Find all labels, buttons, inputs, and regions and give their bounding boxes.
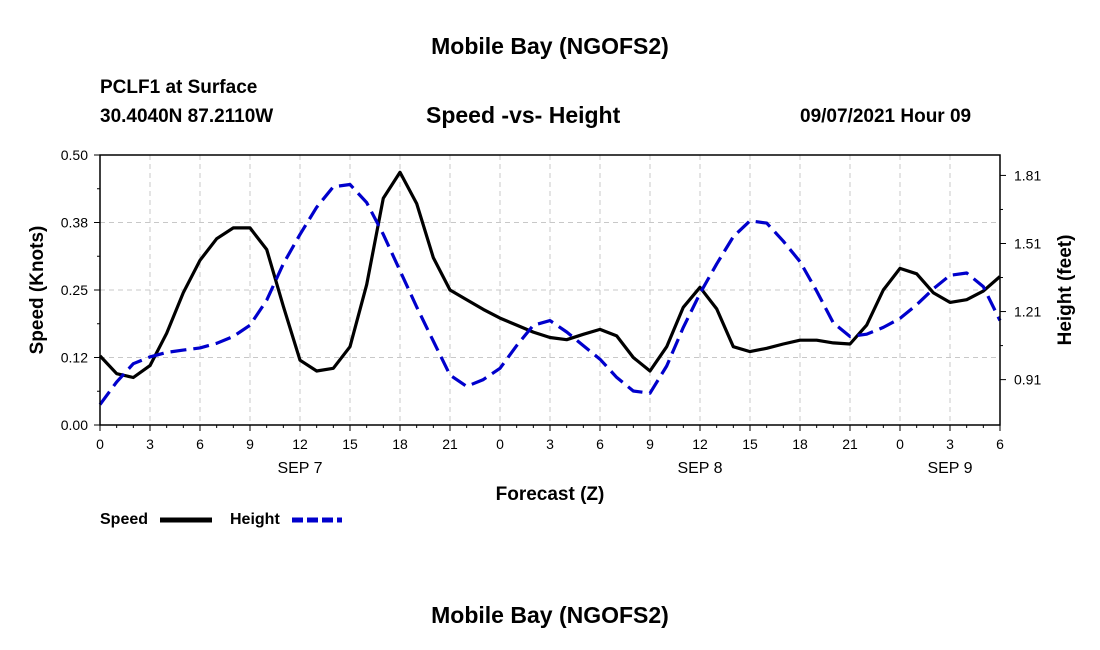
x-tick-label: 6 xyxy=(196,436,204,452)
chart-title: Mobile Bay (NGOFS2) xyxy=(431,33,669,59)
x-tick-label: 12 xyxy=(292,436,308,452)
grid-lines xyxy=(100,155,1000,425)
x-tick-label: 0 xyxy=(896,436,904,452)
x-tick-label: 0 xyxy=(496,436,504,452)
station-label: PCLF1 at Surface xyxy=(100,77,258,98)
tick-labels: 0 3 6 9 12 15 18 21 0 3 6 9 12 15 18 21 0 3 6 SEP 7 SEP 8 SEP… xyxy=(61,147,1042,477)
series-lines xyxy=(98,170,1002,406)
x-tick-label: 21 xyxy=(842,436,858,452)
x-tick-label: 3 xyxy=(946,436,954,452)
y-tick-label: 0.25 xyxy=(61,282,88,298)
x-tick-label: 9 xyxy=(246,436,254,452)
x-tick-label: 12 xyxy=(692,436,708,452)
x-date-label: SEP 8 xyxy=(677,460,722,477)
series-line-speed xyxy=(98,170,1002,380)
forecast-datetime: 09/07/2021 Hour 09 xyxy=(800,106,972,127)
legend-speed-label: Speed xyxy=(100,511,148,528)
x-tick-label: 15 xyxy=(742,436,758,452)
series-line-height xyxy=(98,182,1002,406)
x-axis-label: Forecast (Z) xyxy=(496,484,605,505)
x-tick-label: 3 xyxy=(546,436,554,452)
legend-height-label: Height xyxy=(230,511,280,528)
x-tick-label: 6 xyxy=(596,436,604,452)
y-axis-label: Speed (Knots) xyxy=(27,226,48,355)
plot-frame xyxy=(99,154,1001,426)
y2-tick-label: 0.91 xyxy=(1014,372,1041,388)
x-tick-label: 18 xyxy=(392,436,408,452)
x-tick-label: 21 xyxy=(442,436,458,452)
y-tick-label: 0.12 xyxy=(61,350,88,366)
x-tick-label: 18 xyxy=(792,436,808,452)
y2-tick-label: 1.51 xyxy=(1014,235,1041,251)
footer-title: Mobile Bay (NGOFS2) xyxy=(431,602,669,628)
y2-tick-label: 1.21 xyxy=(1014,304,1041,320)
speed-height-chart: 0 3 6 9 12 15 18 21 0 3 6 9 12 15 18 21 0 3 6 SEP 7 SEP 8 SEP… xyxy=(27,147,1076,528)
y2-tick-label: 1.81 xyxy=(1014,167,1041,183)
station-coordinates: 30.4040N 87.2110W xyxy=(100,106,274,127)
x-tick-label: 0 xyxy=(96,436,104,452)
y-tick-label: 0.38 xyxy=(61,215,88,231)
y-tick-label: 0.00 xyxy=(61,417,88,433)
x-tick-label: 15 xyxy=(342,436,358,452)
x-tick-label: 6 xyxy=(996,436,1004,452)
y-tick-label: 0.50 xyxy=(61,147,88,163)
x-tick-label: 9 xyxy=(646,436,654,452)
x-date-label: SEP 7 xyxy=(277,460,322,477)
legend: Speed Height xyxy=(100,511,342,528)
y2-axis-label: Height (feet) xyxy=(1055,235,1076,346)
x-tick-label: 3 xyxy=(146,436,154,452)
x-date-label: SEP 9 xyxy=(927,460,972,477)
chart-subtitle: Speed -vs- Height xyxy=(426,102,621,128)
